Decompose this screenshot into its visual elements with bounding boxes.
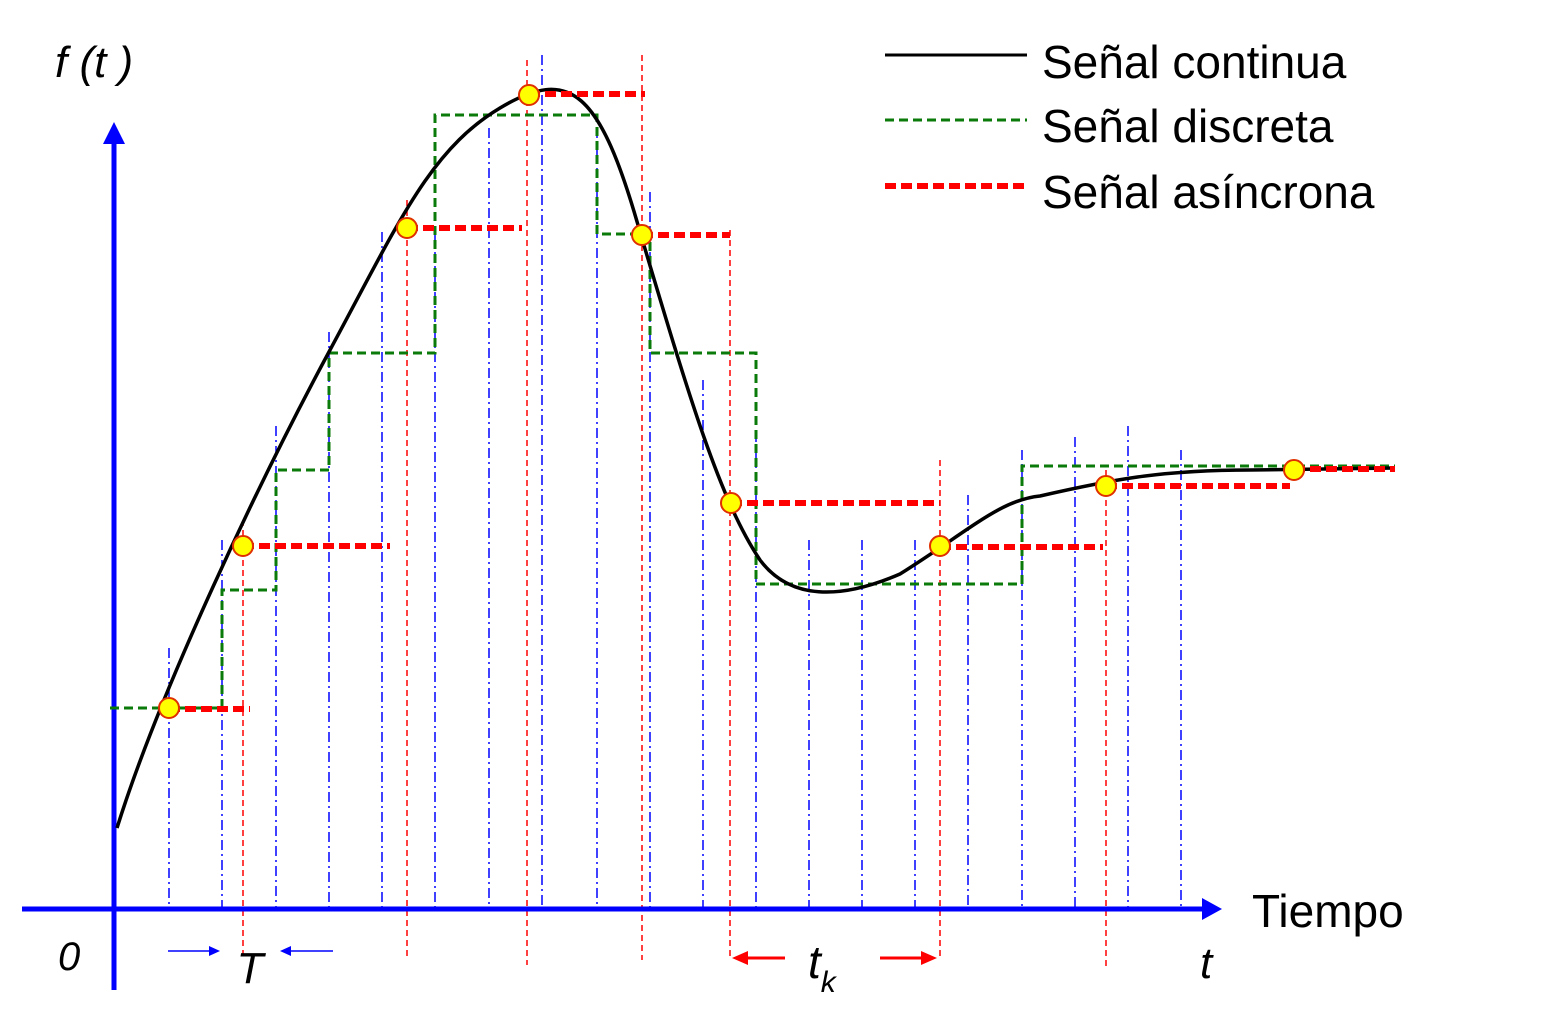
x-axis-word-label: Tiempo [1252,885,1404,937]
x-axis-var-label: t [1200,939,1214,988]
legend-label-continuous: Señal continua [1042,36,1347,88]
sample-marker-icon [929,535,951,557]
period-arrowhead-icon [280,946,291,956]
async-interval-indicator: tk [732,936,937,999]
tk-label-sub: k [821,966,838,999]
sample-marker-icon [1283,459,1305,481]
axes [22,122,1222,990]
legend: Señal continua Señal discreta Señal asín… [885,36,1375,218]
tk-arrowhead-icon [921,951,937,965]
tk-arrowhead-icon [732,951,748,965]
legend-label-async: Señal asíncrona [1042,166,1375,218]
sample-marker-icon [631,224,653,246]
sample-markers [158,84,1305,719]
y-axis-arrowhead-icon [103,122,125,144]
tk-label: tk [808,936,838,999]
continuous-signal-line [115,87,1396,829]
x-axis-arrowhead-icon [1202,898,1222,920]
async-signal-steps [169,91,1395,712]
period-arrowhead-icon [209,946,220,956]
sample-marker-icon [232,535,254,557]
period-indicator: T [168,944,333,993]
sample-marker-icon [396,217,418,239]
async-grid [242,55,1107,970]
y-axis-label: f (t ) [55,38,133,87]
period-label: T [237,944,267,993]
sample-grid [168,55,1182,909]
sample-marker-icon [518,84,540,106]
sample-marker-icon [1095,475,1117,497]
legend-label-discrete: Señal discreta [1042,100,1334,152]
sample-marker-icon [158,697,180,719]
origin-label: 0 [58,935,80,979]
tk-label-main: t [808,936,823,988]
sample-marker-icon [720,492,742,514]
discrete-signal-line [110,113,1395,710]
